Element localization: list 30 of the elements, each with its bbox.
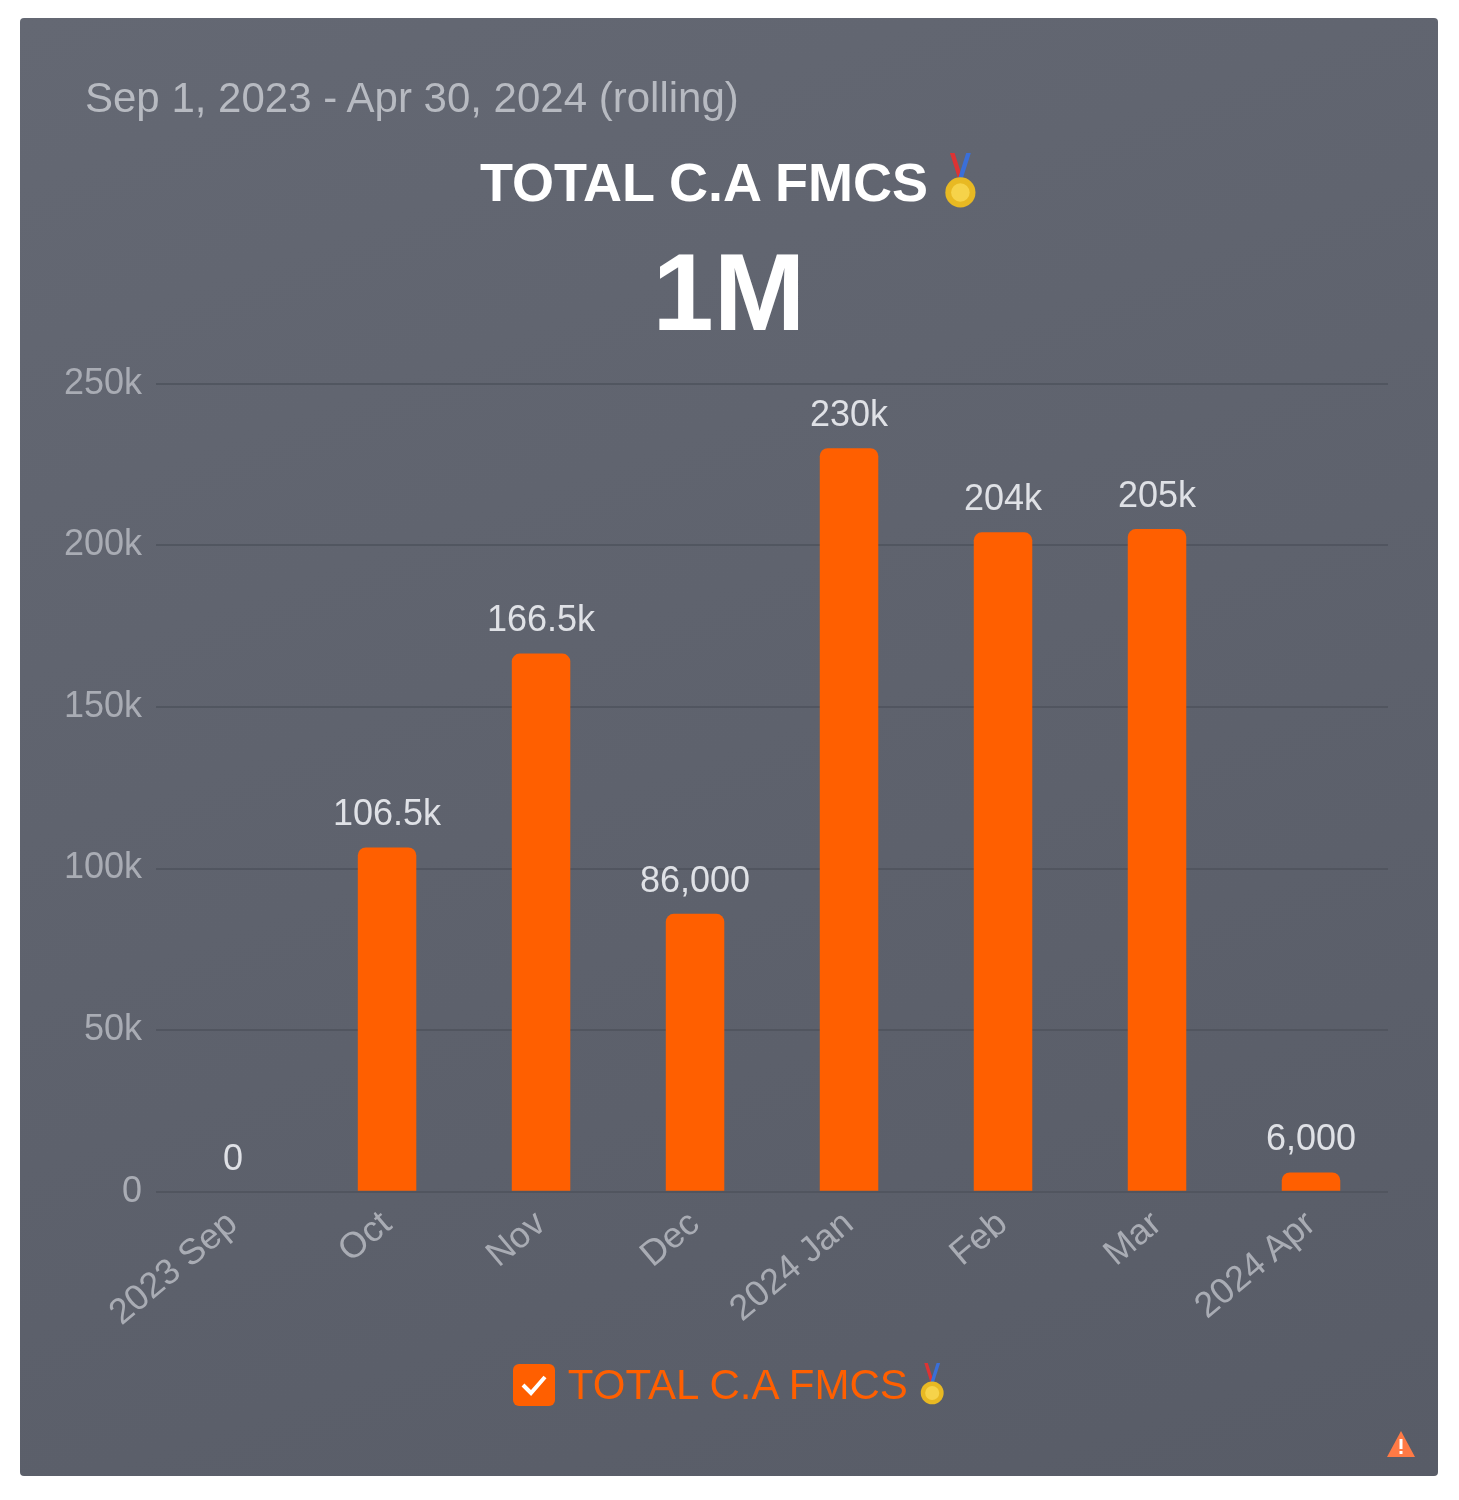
- y-tick-label: 200k: [63, 522, 144, 564]
- bar: [357, 847, 417, 1191]
- bar: [665, 913, 725, 1191]
- data-label: 205k: [1117, 474, 1198, 515]
- x-tick-label: Oct: [329, 1201, 399, 1270]
- x-tick-label: Feb: [940, 1201, 1015, 1273]
- data-label: 204k: [963, 477, 1044, 519]
- y-tick-label: 50k: [84, 1007, 144, 1049]
- bar: [1127, 529, 1187, 1191]
- y-tick-label: 150k: [63, 683, 144, 725]
- text: 1M: [651, 229, 807, 355]
- bar: [819, 448, 879, 1191]
- data-label: 166.5k: [487, 598, 597, 640]
- legend-label: TOTAL C.A FMCS: [567, 1360, 908, 1409]
- bar: [1281, 1172, 1341, 1191]
- chart-title: TOTAL C.A FMCS: [480, 150, 929, 213]
- x-tick-label: Nov: [477, 1201, 553, 1275]
- data-label: 6,000: [1265, 1117, 1357, 1159]
- chart-subtitle: Sep 1, 2023 - Apr 30, 2024 (rolling): [85, 74, 739, 122]
- y-tick-label: 250k: [63, 360, 144, 402]
- bar: [511, 653, 571, 1191]
- data-label: 230k: [809, 393, 890, 435]
- data-label: 0: [223, 1136, 244, 1178]
- x-tick-label: Dec: [631, 1201, 707, 1275]
- y-tick-label: 100k: [63, 845, 144, 887]
- x-tick-label: Mar: [1094, 1201, 1169, 1273]
- y-tick-label: 0: [122, 1168, 143, 1210]
- data-label: 86,000: [639, 858, 751, 900]
- data-label: 106.5k: [333, 792, 443, 834]
- bar: [973, 532, 1033, 1191]
